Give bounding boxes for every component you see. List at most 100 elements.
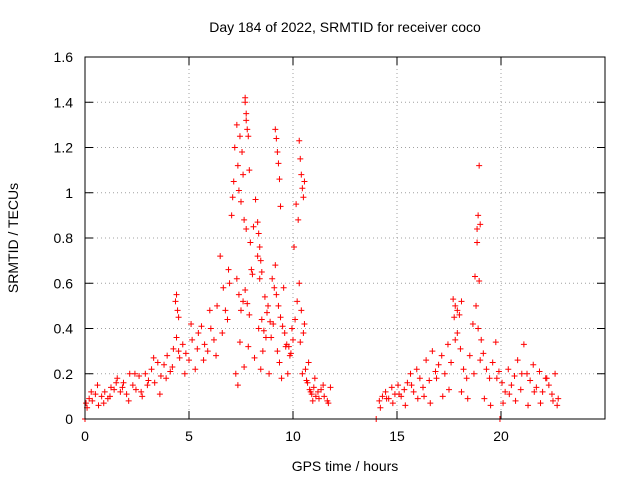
data-point xyxy=(474,225,481,232)
data-point xyxy=(255,230,262,237)
data-point xyxy=(474,239,481,246)
data-point xyxy=(238,198,244,205)
data-point xyxy=(543,375,550,382)
data-point xyxy=(454,330,461,337)
data-point xyxy=(264,309,270,316)
data-point xyxy=(477,221,484,228)
data-point xyxy=(164,352,171,359)
data-point xyxy=(277,203,284,210)
data-point xyxy=(238,307,244,314)
data-point xyxy=(506,391,513,398)
data-point xyxy=(292,316,299,323)
data-point xyxy=(120,379,127,386)
data-point xyxy=(150,354,157,361)
data-point xyxy=(478,336,485,343)
data-point xyxy=(382,388,389,395)
data-point xyxy=(276,359,283,366)
data-point xyxy=(271,284,278,291)
data-point xyxy=(476,162,483,169)
data-point xyxy=(233,275,240,282)
data-point xyxy=(86,395,93,402)
data-point xyxy=(525,402,532,409)
data-point xyxy=(273,291,280,298)
data-point xyxy=(296,137,303,144)
data-point xyxy=(275,160,282,167)
data-point xyxy=(245,133,252,140)
data-point xyxy=(278,375,285,382)
data-point xyxy=(520,341,527,348)
data-point xyxy=(240,298,247,305)
data-point xyxy=(234,382,241,389)
data-point xyxy=(450,296,457,303)
chart-title: Day 184 of 2022, SRMTID for receiver coc… xyxy=(209,19,481,35)
data-point xyxy=(301,178,308,185)
data-point xyxy=(420,384,426,391)
data-point xyxy=(379,393,386,400)
data-point xyxy=(176,354,183,361)
data-point xyxy=(426,377,433,384)
data-point xyxy=(207,325,214,332)
data-point xyxy=(429,348,436,355)
data-point xyxy=(139,393,146,400)
data-point xyxy=(242,99,249,106)
data-point xyxy=(395,382,402,389)
data-point xyxy=(119,384,126,391)
data-point xyxy=(554,402,561,409)
data-point xyxy=(327,384,334,391)
y-tick-label: 1.4 xyxy=(54,94,74,110)
data-point xyxy=(291,244,298,251)
data-point xyxy=(144,382,151,389)
data-point xyxy=(173,334,180,341)
data-point xyxy=(476,277,483,284)
data-point xyxy=(524,370,530,377)
data-point xyxy=(432,368,439,375)
y-tick-label: 0.6 xyxy=(54,275,74,291)
data-point xyxy=(492,339,499,346)
data-point xyxy=(275,302,282,309)
data-point xyxy=(290,336,296,343)
data-point xyxy=(276,176,283,183)
x-tick-label: 20 xyxy=(493,428,509,444)
data-point xyxy=(244,126,251,133)
data-point xyxy=(266,370,273,377)
data-point xyxy=(502,388,509,395)
data-point xyxy=(250,223,257,230)
data-point xyxy=(272,262,279,269)
data-point xyxy=(383,395,390,402)
data-point xyxy=(192,366,199,373)
data-point xyxy=(235,187,242,194)
data-point xyxy=(438,352,445,359)
data-point xyxy=(318,386,325,393)
data-point xyxy=(303,377,310,384)
data-point xyxy=(217,253,224,260)
data-point xyxy=(246,167,253,174)
data-point xyxy=(114,375,121,382)
data-point xyxy=(475,325,482,332)
data-point xyxy=(131,370,138,377)
data-point xyxy=(273,135,280,142)
data-point xyxy=(243,110,250,117)
data-point xyxy=(195,330,202,337)
data-point xyxy=(83,400,90,407)
grid-lines xyxy=(85,57,605,419)
data-point xyxy=(320,382,327,389)
data-point xyxy=(259,348,266,355)
data-point xyxy=(493,375,500,382)
data-point xyxy=(175,314,182,321)
data-point xyxy=(170,345,177,352)
data-point xyxy=(239,149,246,156)
data-point xyxy=(272,126,279,133)
data-point xyxy=(301,320,308,327)
data-point xyxy=(505,366,512,373)
data-point xyxy=(182,350,189,357)
data-point xyxy=(279,323,286,330)
data-point xyxy=(489,359,496,366)
data-point xyxy=(251,354,258,361)
data-point xyxy=(156,391,163,398)
data-point xyxy=(297,155,304,162)
data-point xyxy=(113,379,120,386)
data-point xyxy=(514,357,521,364)
data-point xyxy=(179,341,186,348)
